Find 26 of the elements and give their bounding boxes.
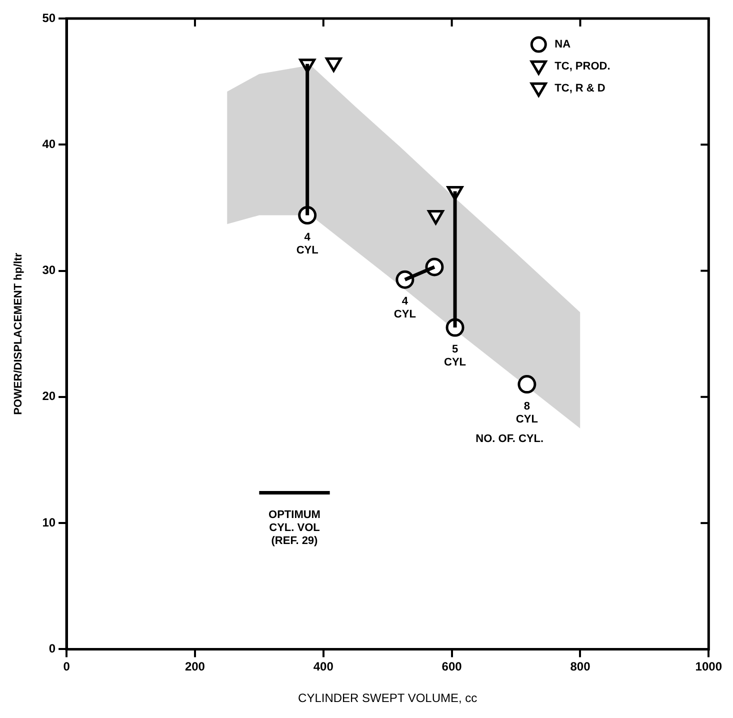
point (325, 57, 342, 72)
legend-label: TC, PROD. (554, 60, 610, 73)
annotation: 4 CYL (296, 231, 319, 256)
annotation: 4 CYL (394, 296, 416, 321)
y-tick-label: 50 (42, 10, 56, 25)
x-tick-label: 1000 (695, 660, 722, 674)
x-tick-label: 800 (570, 660, 591, 674)
y-tick-label: 40 (42, 136, 56, 151)
point (518, 375, 536, 394)
annotation: NO. OF. CYL. (476, 433, 544, 446)
annotation: OPTIMUM CYL. VOL (REF. 29) (268, 508, 320, 547)
y-tick-label: 0 (48, 642, 56, 656)
y-tick-label: 30 (42, 263, 56, 278)
x-tick-label: 600 (442, 660, 462, 674)
y-tick-label: 10 (42, 515, 56, 530)
y-axis-title: POWER/DISPLACEMENT hp/ltr (12, 252, 25, 415)
legend-label: NA (554, 38, 571, 51)
legend-label: TC, R & D (554, 82, 606, 95)
point (428, 210, 444, 225)
annotation: 8 CYL (516, 400, 538, 426)
y-tick-label: 20 (42, 389, 56, 404)
annotation: 5 CYL (444, 344, 466, 369)
x-axis-title: CYLINDER SWEPT VOLUME, cc (298, 691, 478, 706)
x-tick-label: 0 (63, 660, 70, 674)
x-tick-label: 200 (184, 660, 206, 674)
x-tick-label: 400 (313, 660, 334, 674)
